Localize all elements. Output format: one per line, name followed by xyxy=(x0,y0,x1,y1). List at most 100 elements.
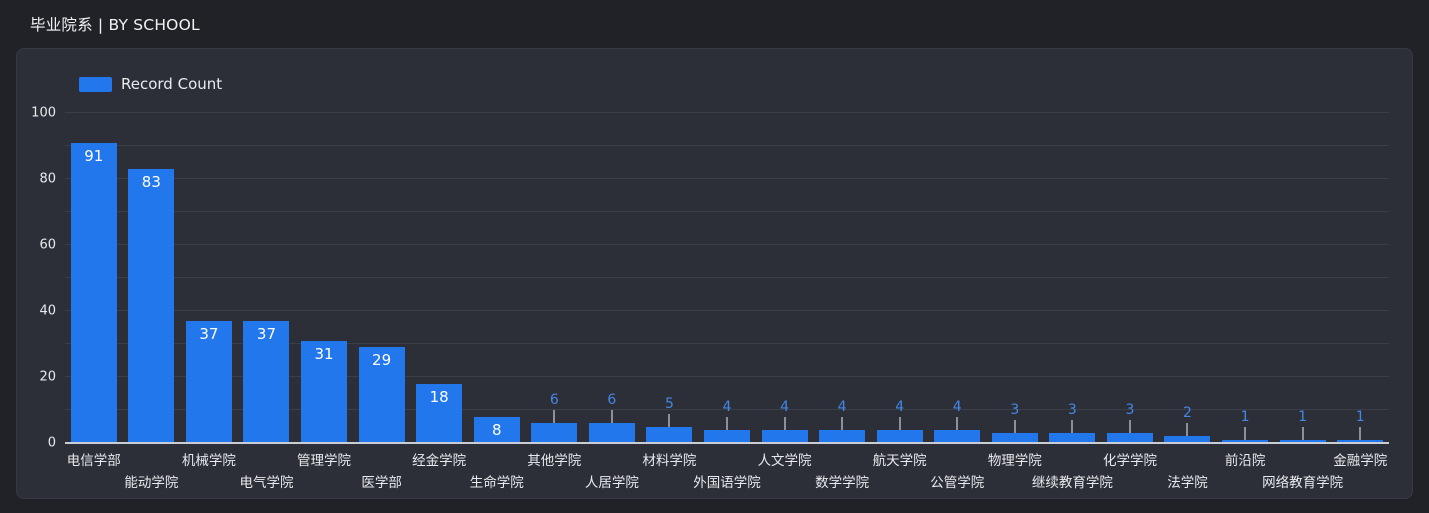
bar-slot: 5 xyxy=(641,113,699,443)
bar-value-label: 3 xyxy=(1010,402,1020,419)
bar[interactable] xyxy=(819,429,866,443)
x-axis-category-label: 能动学院 xyxy=(124,475,179,491)
bar[interactable]: 37 xyxy=(185,320,232,443)
bar[interactable]: 8 xyxy=(473,416,520,443)
gridline xyxy=(65,211,1389,212)
bar-value-callout: 4 xyxy=(871,398,929,430)
bar-slot: 3 xyxy=(1044,113,1102,443)
bar[interactable]: 18 xyxy=(416,383,463,443)
bar-slot: 3 xyxy=(986,113,1044,443)
bar[interactable]: 31 xyxy=(301,340,348,443)
x-axis-category-label: 物理学院 xyxy=(987,453,1042,469)
bar[interactable] xyxy=(761,429,808,443)
bar-slot: 8 xyxy=(468,113,526,443)
gridline xyxy=(65,277,1389,278)
bar-slot: 31 xyxy=(295,113,353,443)
x-axis-category-label: 生命学院 xyxy=(469,475,524,491)
bar-value-label: 4 xyxy=(952,398,962,415)
bar-value-label: 83 xyxy=(141,173,161,192)
bar[interactable] xyxy=(876,429,923,443)
bar-value-callout: 3 xyxy=(1101,403,1159,434)
gridline xyxy=(65,310,1389,311)
bar-value-label: 37 xyxy=(199,324,219,343)
x-axis-category-label: 数学学院 xyxy=(815,475,870,491)
x-axis-category-label: 人居学院 xyxy=(584,475,639,491)
gridline xyxy=(65,343,1389,344)
y-axis-tick-label: 20 xyxy=(39,369,56,385)
bar[interactable]: 83 xyxy=(128,169,175,443)
bar-slot: 4 xyxy=(756,113,814,443)
bar[interactable]: 29 xyxy=(358,347,405,443)
bar[interactable] xyxy=(646,426,693,443)
bar-value-callout: 4 xyxy=(813,398,871,430)
x-axis-category-label: 其他学院 xyxy=(527,453,582,469)
leader-line xyxy=(553,410,556,424)
bar[interactable] xyxy=(703,429,750,443)
bar-value-label: 4 xyxy=(780,398,789,415)
bar-value-callout: 5 xyxy=(641,396,699,427)
bar-slot: 6 xyxy=(583,113,641,443)
bar[interactable]: 37 xyxy=(243,320,290,443)
x-axis-category-label: 机械学院 xyxy=(181,453,236,469)
bar-value-label: 1 xyxy=(1240,408,1250,425)
leader-line xyxy=(956,416,959,430)
bar-value-label: 4 xyxy=(837,398,847,415)
bar-value-callout: 3 xyxy=(986,402,1044,434)
bar-value-callout: 4 xyxy=(756,398,814,430)
bar[interactable] xyxy=(531,423,578,443)
bar-slot: 4 xyxy=(871,113,929,443)
y-axis-tick-label: 80 xyxy=(39,171,56,187)
x-axis-category-label: 管理学院 xyxy=(297,453,352,469)
bar-slot: 1 xyxy=(1274,113,1332,443)
x-axis-category-label: 公管学院 xyxy=(930,475,985,491)
bar-slot: 6 xyxy=(526,113,584,443)
bar[interactable] xyxy=(1222,439,1269,443)
bar[interactable]: 91 xyxy=(70,142,117,443)
bar[interactable] xyxy=(1337,439,1384,443)
bar[interactable] xyxy=(934,429,981,443)
bar-slot: 18 xyxy=(410,113,468,443)
chart-panel: Record Count 0 20 40 60 80 100 91 83 37 37 31 29 18… xyxy=(16,48,1413,499)
bar-value-label: 8 xyxy=(491,420,502,439)
legend-swatch xyxy=(79,76,112,92)
bar-value-label: 1 xyxy=(1355,408,1365,425)
legend-item-record-count[interactable]: Record Count xyxy=(79,75,222,93)
bar[interactable] xyxy=(991,433,1038,443)
leader-line xyxy=(1186,423,1189,437)
leader-line xyxy=(1359,426,1362,440)
x-axis-category-label: 外国语学院 xyxy=(693,475,761,491)
bar-value-label: 1 xyxy=(1298,408,1308,425)
bar-chart-plot: 0 20 40 60 80 100 91 83 37 37 31 29 18 8 6 6 5 4 4 4 4 4 3 3 3 2… xyxy=(31,106,1389,491)
bar[interactable] xyxy=(588,423,635,443)
bar-value-label: 4 xyxy=(895,398,905,415)
bar[interactable] xyxy=(1164,436,1211,443)
leader-line xyxy=(668,413,671,427)
bar-slot: 4 xyxy=(813,113,871,443)
leader-line xyxy=(783,416,786,430)
x-axis-category-label: 金融学院 xyxy=(1333,453,1388,469)
y-axis-tick-label: 60 xyxy=(39,237,56,253)
bar-value-callout: 3 xyxy=(1044,403,1102,434)
x-axis-category-label: 网络教育学院 xyxy=(1262,475,1344,491)
x-axis-category-label: 医学部 xyxy=(361,475,402,491)
x-axis-category-label: 化学学院 xyxy=(1102,453,1157,469)
bar-value-callout: 6 xyxy=(526,393,584,424)
leader-line xyxy=(725,416,728,430)
bar-slot: 91 xyxy=(65,113,123,443)
gridline xyxy=(65,376,1389,377)
leader-line xyxy=(610,410,613,424)
bar[interactable] xyxy=(1106,433,1153,443)
bar-value-callout: 1 xyxy=(1216,408,1274,440)
bar-value-label: 4 xyxy=(722,398,732,415)
leader-line xyxy=(898,416,901,430)
bar-value-callout: 1 xyxy=(1331,408,1389,440)
bar-slot: 1 xyxy=(1216,113,1274,443)
bar-value-callout: 6 xyxy=(583,392,641,424)
x-axis-category-label: 继续教育学院 xyxy=(1031,475,1113,491)
gridline xyxy=(65,145,1389,146)
bar[interactable] xyxy=(1279,439,1326,443)
bar-slot: 29 xyxy=(353,113,411,443)
bar-value-label: 6 xyxy=(607,392,617,409)
bar[interactable] xyxy=(1049,433,1096,443)
x-axis-line xyxy=(65,442,1389,444)
